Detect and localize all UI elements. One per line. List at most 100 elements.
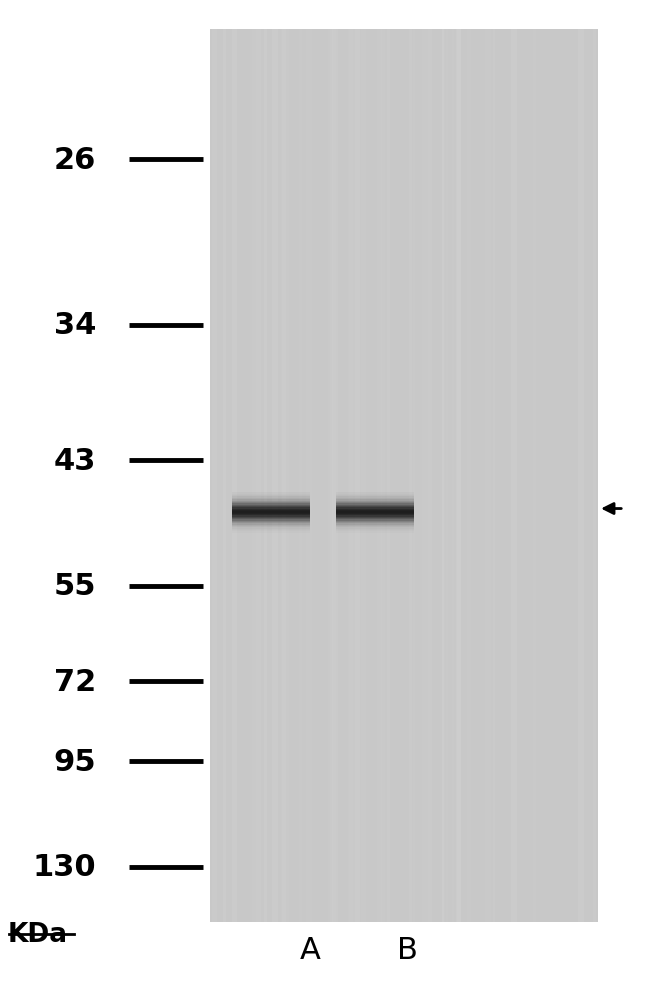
Bar [442, 30, 445, 922]
Text: 43: 43 [54, 447, 96, 475]
Bar [336, 496, 413, 497]
Bar [336, 517, 413, 518]
Bar [298, 30, 302, 922]
Bar [232, 524, 310, 525]
Bar [328, 30, 333, 922]
Bar [232, 516, 310, 517]
Bar [378, 30, 382, 922]
Bar [349, 30, 355, 922]
Bar [336, 525, 413, 526]
Bar [336, 504, 413, 505]
Bar [232, 518, 310, 520]
Bar [533, 30, 536, 922]
Bar [413, 30, 415, 922]
Bar [232, 509, 310, 510]
Bar [232, 498, 310, 500]
Bar [361, 30, 367, 922]
Bar [336, 493, 413, 494]
Bar [578, 30, 584, 922]
Bar [232, 513, 310, 514]
Bar [336, 509, 413, 510]
Bar [336, 513, 413, 514]
Bar [355, 30, 360, 922]
Bar [336, 516, 413, 517]
Bar [232, 520, 310, 521]
Bar [232, 512, 310, 513]
Bar [410, 30, 411, 922]
Bar [336, 514, 413, 516]
Bar [286, 30, 289, 922]
Bar [256, 30, 261, 922]
Bar [336, 494, 413, 496]
Bar [272, 30, 278, 922]
Bar [232, 493, 310, 494]
Bar [232, 506, 310, 508]
Bar [348, 30, 353, 922]
Bar [452, 30, 454, 922]
Bar [281, 30, 285, 922]
Text: A: A [300, 935, 320, 964]
Bar [336, 529, 413, 530]
Bar [232, 526, 310, 528]
Bar [336, 512, 413, 513]
Bar [336, 498, 413, 500]
Text: 72: 72 [54, 667, 96, 695]
Bar [264, 30, 267, 922]
Bar [252, 30, 256, 922]
Bar [336, 522, 413, 524]
Bar [456, 30, 462, 922]
Bar [593, 30, 596, 922]
Bar [336, 524, 413, 525]
Bar [336, 501, 413, 502]
Text: 55: 55 [54, 572, 96, 600]
Bar [336, 518, 413, 520]
Text: 26: 26 [54, 146, 96, 174]
Bar [467, 30, 471, 922]
Bar [232, 528, 310, 529]
Bar [232, 496, 310, 497]
Bar [232, 510, 310, 512]
Bar [336, 497, 413, 498]
Bar [332, 30, 338, 922]
Bar [446, 30, 448, 922]
Bar [223, 30, 226, 922]
Bar [232, 532, 310, 533]
Bar [232, 517, 310, 518]
Text: B: B [396, 935, 417, 964]
Bar [336, 521, 413, 522]
Bar [428, 30, 432, 922]
Bar [232, 30, 237, 922]
Bar [336, 526, 413, 528]
Bar [232, 497, 310, 498]
Bar [209, 30, 598, 922]
Bar [282, 30, 287, 922]
Bar [387, 30, 389, 922]
Bar [493, 30, 495, 922]
Bar [485, 30, 491, 922]
Bar [232, 501, 310, 502]
Bar [336, 510, 413, 512]
Bar [232, 525, 310, 526]
Bar [212, 30, 217, 922]
Bar [232, 505, 310, 506]
Bar [306, 30, 312, 922]
Bar [330, 30, 335, 922]
Bar [232, 521, 310, 522]
Bar [336, 528, 413, 529]
Bar [336, 500, 413, 501]
Bar [336, 506, 413, 508]
Bar [265, 30, 266, 922]
Bar [232, 530, 310, 532]
Bar [232, 500, 310, 501]
Text: 130: 130 [32, 853, 96, 881]
Bar [511, 30, 517, 922]
Bar [232, 508, 310, 509]
Bar [442, 30, 445, 922]
Bar [336, 520, 413, 521]
Bar [232, 529, 310, 530]
Bar [232, 504, 310, 505]
Bar [422, 30, 428, 922]
Text: 34: 34 [54, 312, 96, 340]
Bar [336, 505, 413, 506]
Bar [232, 522, 310, 524]
